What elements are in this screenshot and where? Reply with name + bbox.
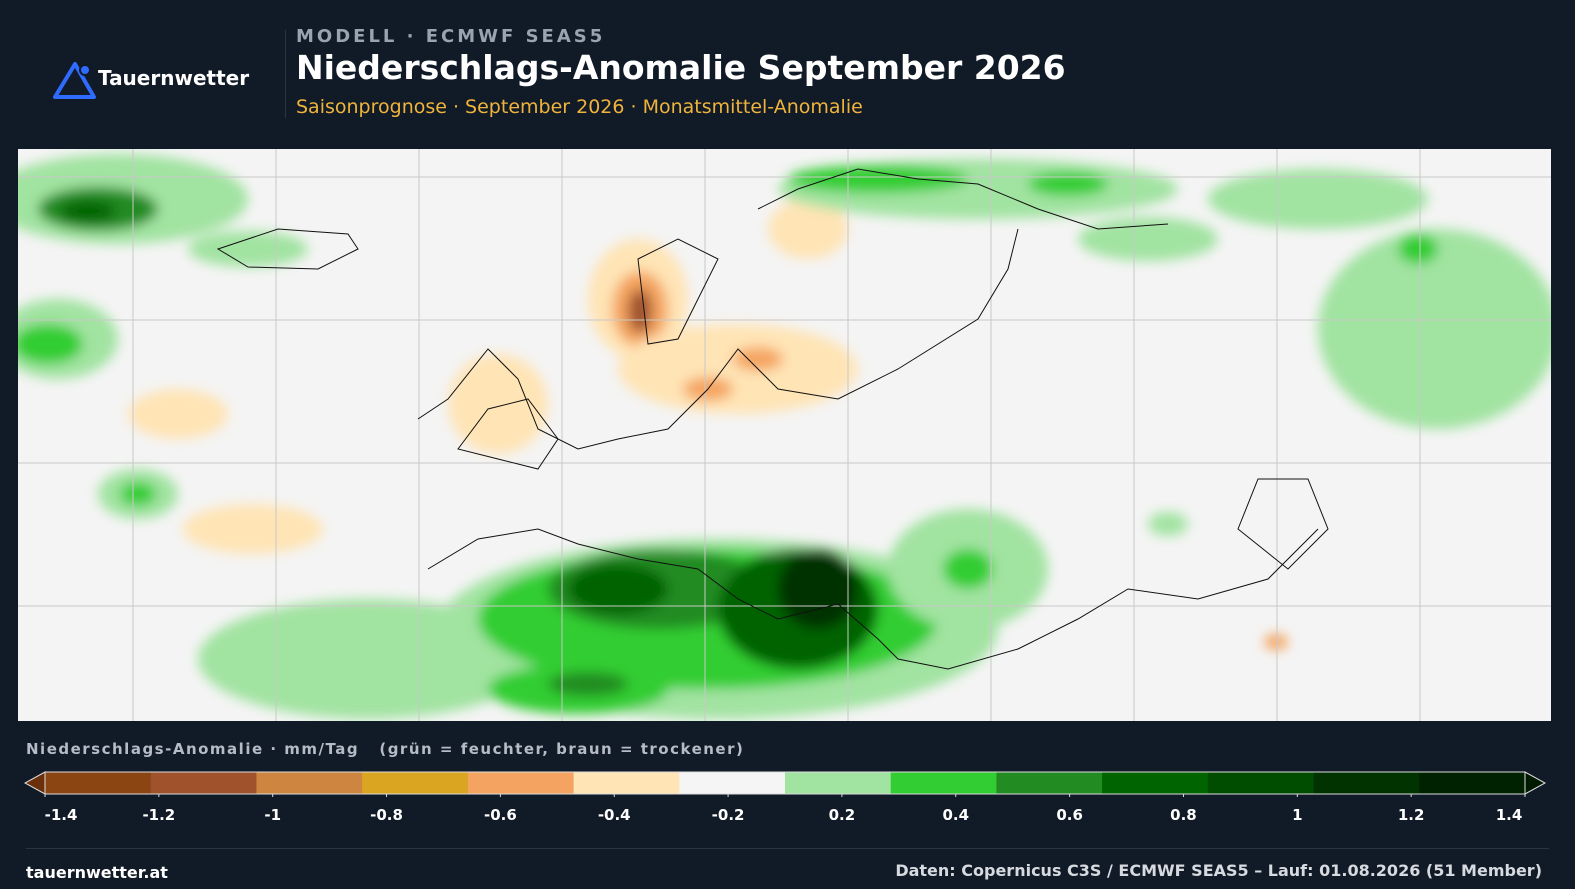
- tick-label: -1.4: [45, 806, 78, 824]
- footer-divider: [26, 848, 1549, 849]
- map: [18, 149, 1551, 721]
- tick-label: -0.6: [484, 806, 517, 824]
- brand: Tauernwetter: [98, 66, 250, 90]
- tick-label: -1.2: [142, 806, 175, 824]
- color-bin: [1313, 772, 1420, 794]
- tick-label: -0.2: [712, 806, 745, 824]
- colorbar: -1.4 -1.2 -1 -0.8 -0.6 -0.4 -0.2 0.2 0.4 0.6 0.8 1 1…: [23, 771, 1547, 824]
- tick-label: 1.4: [1496, 806, 1523, 824]
- divider: [285, 30, 286, 118]
- color-bin: [362, 772, 469, 794]
- tick-label: 0.6: [1056, 806, 1083, 824]
- color-bin: [679, 772, 786, 794]
- legend-title-text: Niederschlags-Anomalie · mm/Tag: [26, 740, 360, 758]
- color-bin: [573, 772, 680, 794]
- tick-label: 0.8: [1170, 806, 1197, 824]
- title: Niederschlags-Anomalie September 2026: [296, 48, 1066, 87]
- tick-label: -0.4: [598, 806, 631, 824]
- color-bin: [1207, 772, 1315, 794]
- color-bin: [785, 772, 892, 794]
- color-bin: [150, 772, 257, 794]
- model-label: MODELL · ECMWF SEAS5: [296, 26, 606, 47]
- color-bin: [45, 772, 152, 794]
- tick-label: -0.8: [370, 806, 403, 824]
- tick-label: 1: [1292, 806, 1302, 824]
- color-bin: [1102, 772, 1209, 794]
- color-bin: [890, 772, 997, 794]
- over-arrow: [1524, 771, 1547, 795]
- color-bin: [467, 772, 575, 794]
- colorbar-frame: [44, 771, 1526, 795]
- tick-label: 0.4: [942, 806, 969, 824]
- color-bin: [996, 772, 1103, 794]
- subtitle: Saisonprognose · September 2026 · Monats…: [296, 96, 863, 118]
- legend-note: (grün = feuchter, braun = trockener): [379, 740, 745, 758]
- under-arrow: [23, 771, 46, 795]
- tick-label: 1.2: [1398, 806, 1425, 824]
- footer-source: Daten: Copernicus C3S / ECMWF SEAS5 – La…: [895, 861, 1542, 880]
- tick-label: 0.2: [829, 806, 856, 824]
- legend-title: Niederschlags-Anomalie · mm/Tag (grün = …: [26, 740, 744, 758]
- color-bin: [1419, 772, 1526, 794]
- footer-site: tauernwetter.at: [26, 863, 168, 882]
- tick-label: -1: [264, 806, 281, 824]
- color-bin: [256, 772, 363, 794]
- logo-icon: [53, 62, 96, 99]
